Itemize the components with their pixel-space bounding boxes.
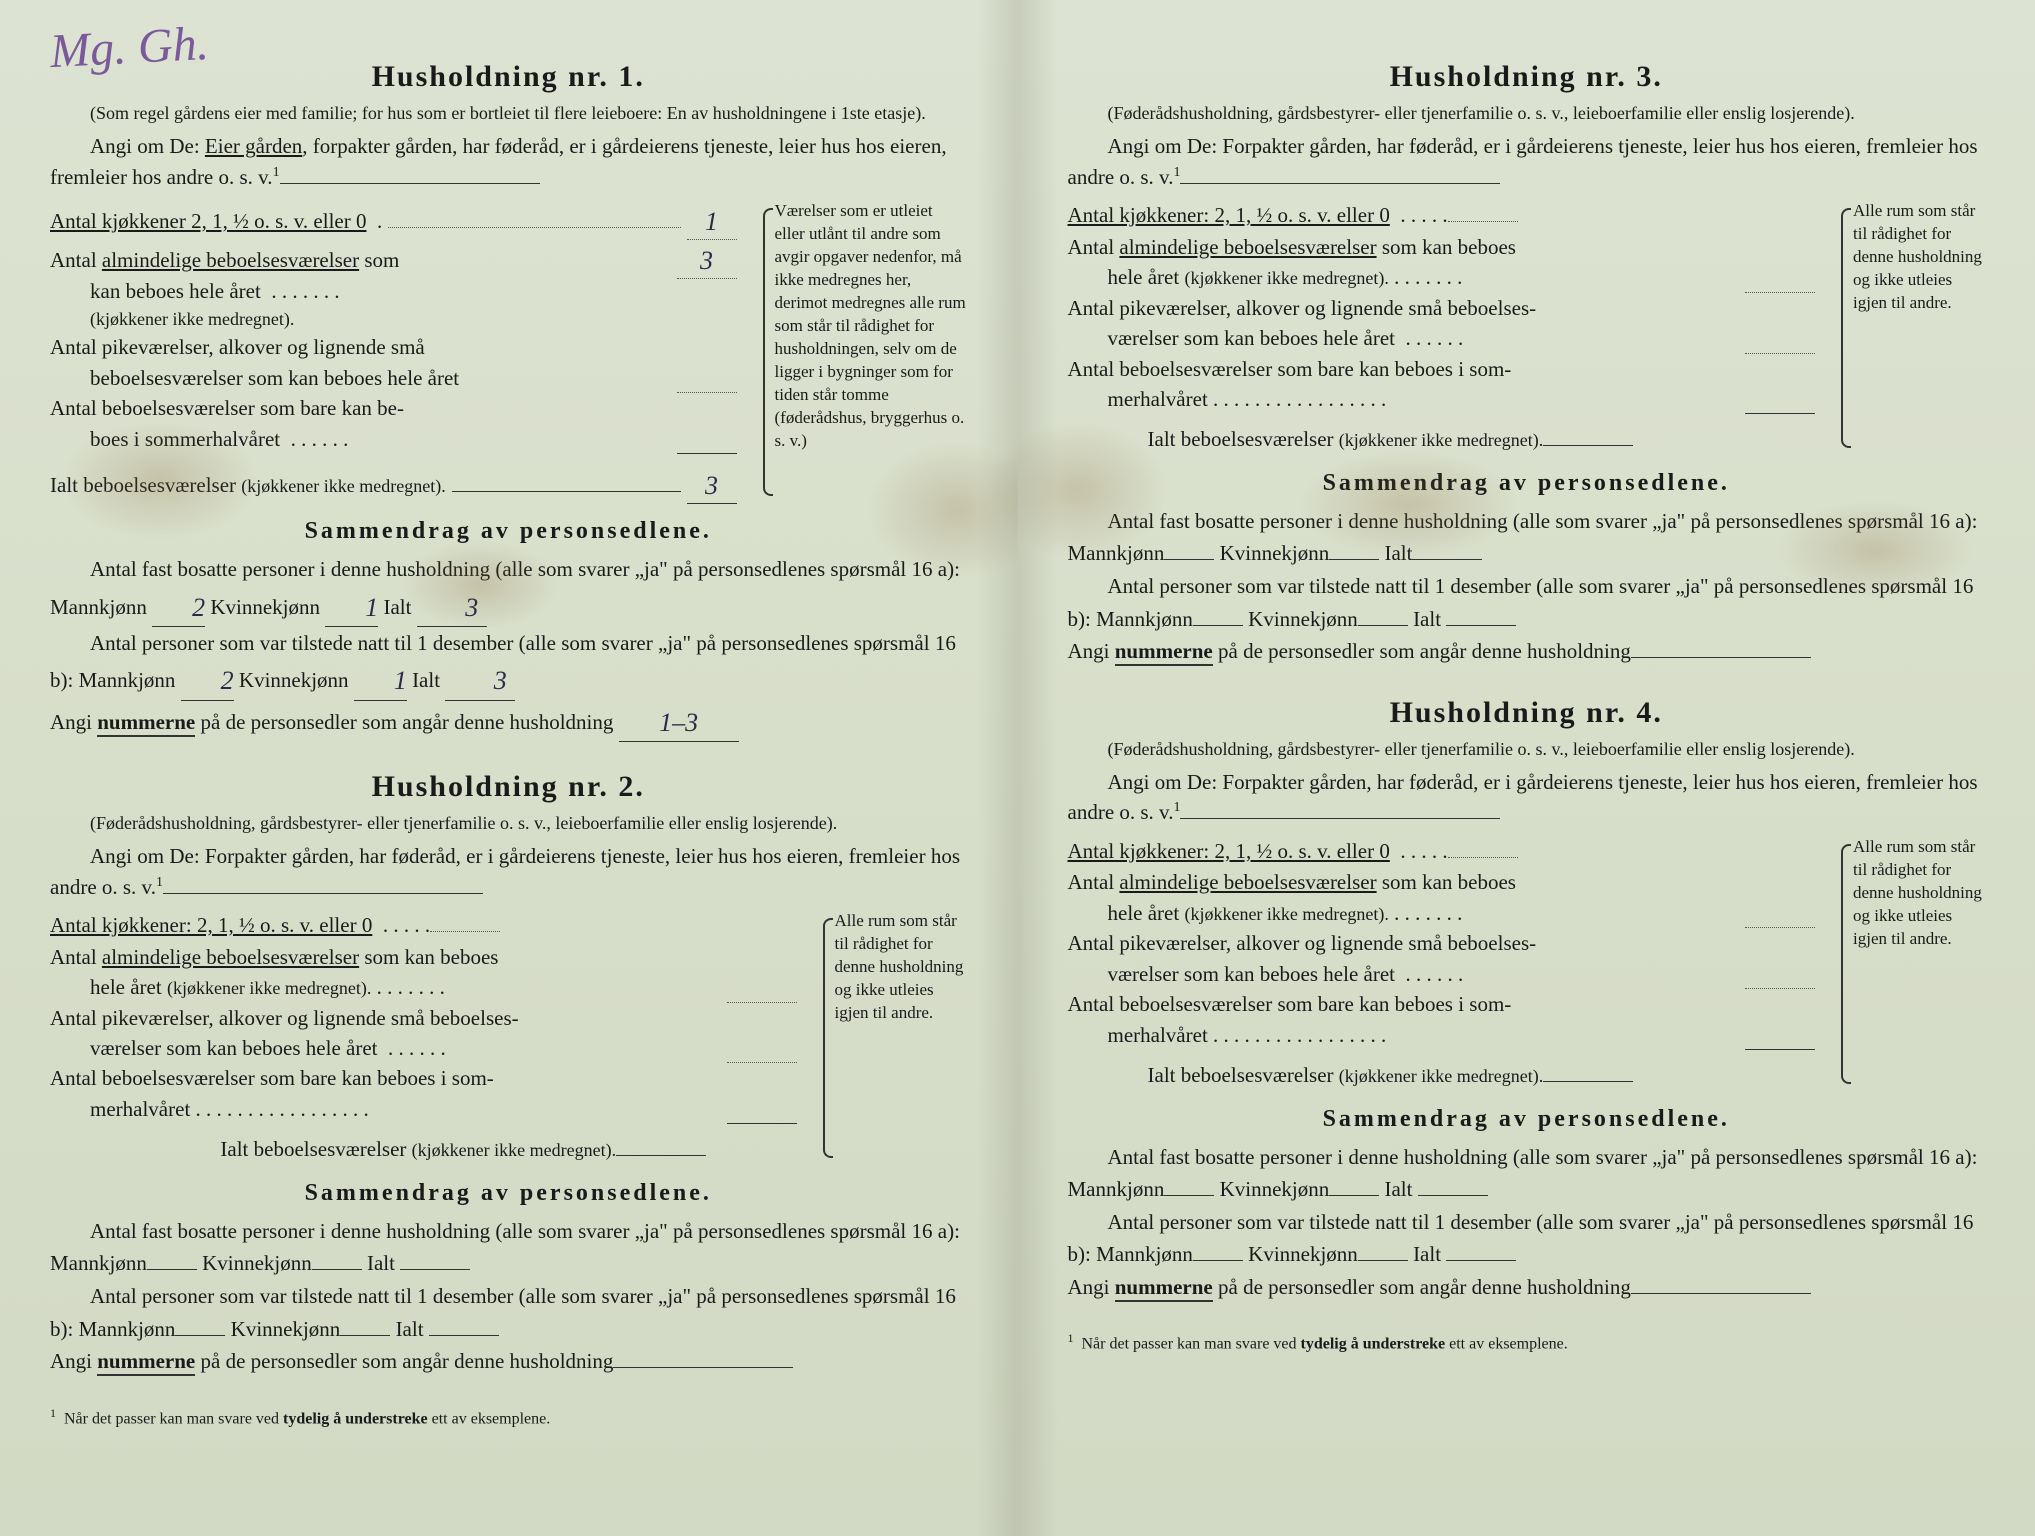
rooms-value: 3 <box>700 246 713 275</box>
summary-title-4: Sammendrag av personsedlene. <box>1068 1106 1986 1133</box>
kitchens-value: 1 <box>705 207 718 236</box>
household-2-angi: Angi om De: Forpakter gården, har føderå… <box>50 841 967 902</box>
household-1-angi: Angi om De: Eier gården, forpakter gårde… <box>50 131 967 192</box>
household-1: Husholdning nr. 1. (Som regel gårdens ei… <box>50 60 967 742</box>
summary-title-3: Sammendrag av personsedlene. <box>1068 470 1986 497</box>
household-3: Husholdning nr. 3. (Føderådshusholdning,… <box>1068 60 1986 668</box>
household-4-fields: Antal kjøkkener: 2, 1, ½ o. s. v. eller … <box>1068 836 1986 1092</box>
side-note-2: Alle rum som står til rådighet for denne… <box>817 910 967 1166</box>
total-row: Ialt beboelsesværelser (kjøkkener ikke m… <box>50 464 737 504</box>
summary-title-2: Sammendrag av personsedlene. <box>50 1180 967 1207</box>
summary-title-1: Sammendrag av personsedlene. <box>50 518 967 545</box>
household-3-fields: Antal kjøkkener: 2, 1, ½ o. s. v. eller … <box>1068 200 1986 456</box>
side-note-4: Alle rum som står til rådighet for denne… <box>1835 836 1985 1092</box>
household-4-angi: Angi om De: Forpakter gården, har føderå… <box>1068 767 1986 828</box>
household-2-subtitle: (Føderådshusholdning, gårdsbestyrer- ell… <box>50 812 967 835</box>
household-3-title: Husholdning nr. 3. <box>1068 60 1986 94</box>
pike-row: Antal pikeværelser, alkover og lignende … <box>50 332 737 393</box>
right-page: Husholdning nr. 3. (Føderådshusholdning,… <box>1018 0 2035 1536</box>
household-3-angi: Angi om De: Forpakter gården, har føderå… <box>1068 131 1986 192</box>
household-4-title: Husholdning nr. 4. <box>1068 696 1986 730</box>
summary-16b-1: Antal personer som var tilstede natt til… <box>50 627 967 701</box>
summary-16a-1: Antal fast bosatte personer i denne hush… <box>50 553 967 627</box>
left-page: Mg. Gh. Husholdning nr. 1. (Som regel gå… <box>0 0 1018 1536</box>
household-2: Husholdning nr. 2. (Føderådshusholdning,… <box>50 770 967 1378</box>
household-2-title: Husholdning nr. 2. <box>50 770 967 804</box>
household-2-fields: Antal kjøkkener: 2, 1, ½ o. s. v. eller … <box>50 910 967 1166</box>
summer-row: Antal beboelsesværelser som bare kan be-… <box>50 393 737 454</box>
household-1-fields: Antal kjøkkener 2, 1, ½ o. s. v. eller 0… <box>50 200 967 504</box>
kitchens-row: Antal kjøkkener 2, 1, ½ o. s. v. eller 0… <box>50 200 737 240</box>
household-1-subtitle: (Som regel gårdens eier med familie; for… <box>50 102 967 125</box>
handwritten-annotation: Mg. Gh. <box>49 16 210 79</box>
side-note-3: Alle rum som står til rådighet for denne… <box>1835 200 1985 456</box>
underlined-answer: Eier gården <box>205 134 302 158</box>
nummer-line-1: Angi nummerne på de personsedler som ang… <box>50 701 967 742</box>
total-value: 3 <box>705 471 718 500</box>
footnote-left: 1 Når det passer kan man svare ved tydel… <box>50 1406 967 1428</box>
rooms-row: Antal almindelige beboelsesværelser somk… <box>50 240 737 332</box>
household-4: Husholdning nr. 4. (Føderådshusholdning,… <box>1068 696 1986 1304</box>
side-note-1: Værelser som er utleiet eller utlånt til… <box>757 200 967 504</box>
footnote-right: 1 Når det passer kan man svare ved tydel… <box>1068 1331 1986 1353</box>
household-3-subtitle: (Føderådshusholdning, gårdsbestyrer- ell… <box>1068 102 1986 125</box>
household-4-subtitle: (Føderådshusholdning, gårdsbestyrer- ell… <box>1068 738 1986 761</box>
